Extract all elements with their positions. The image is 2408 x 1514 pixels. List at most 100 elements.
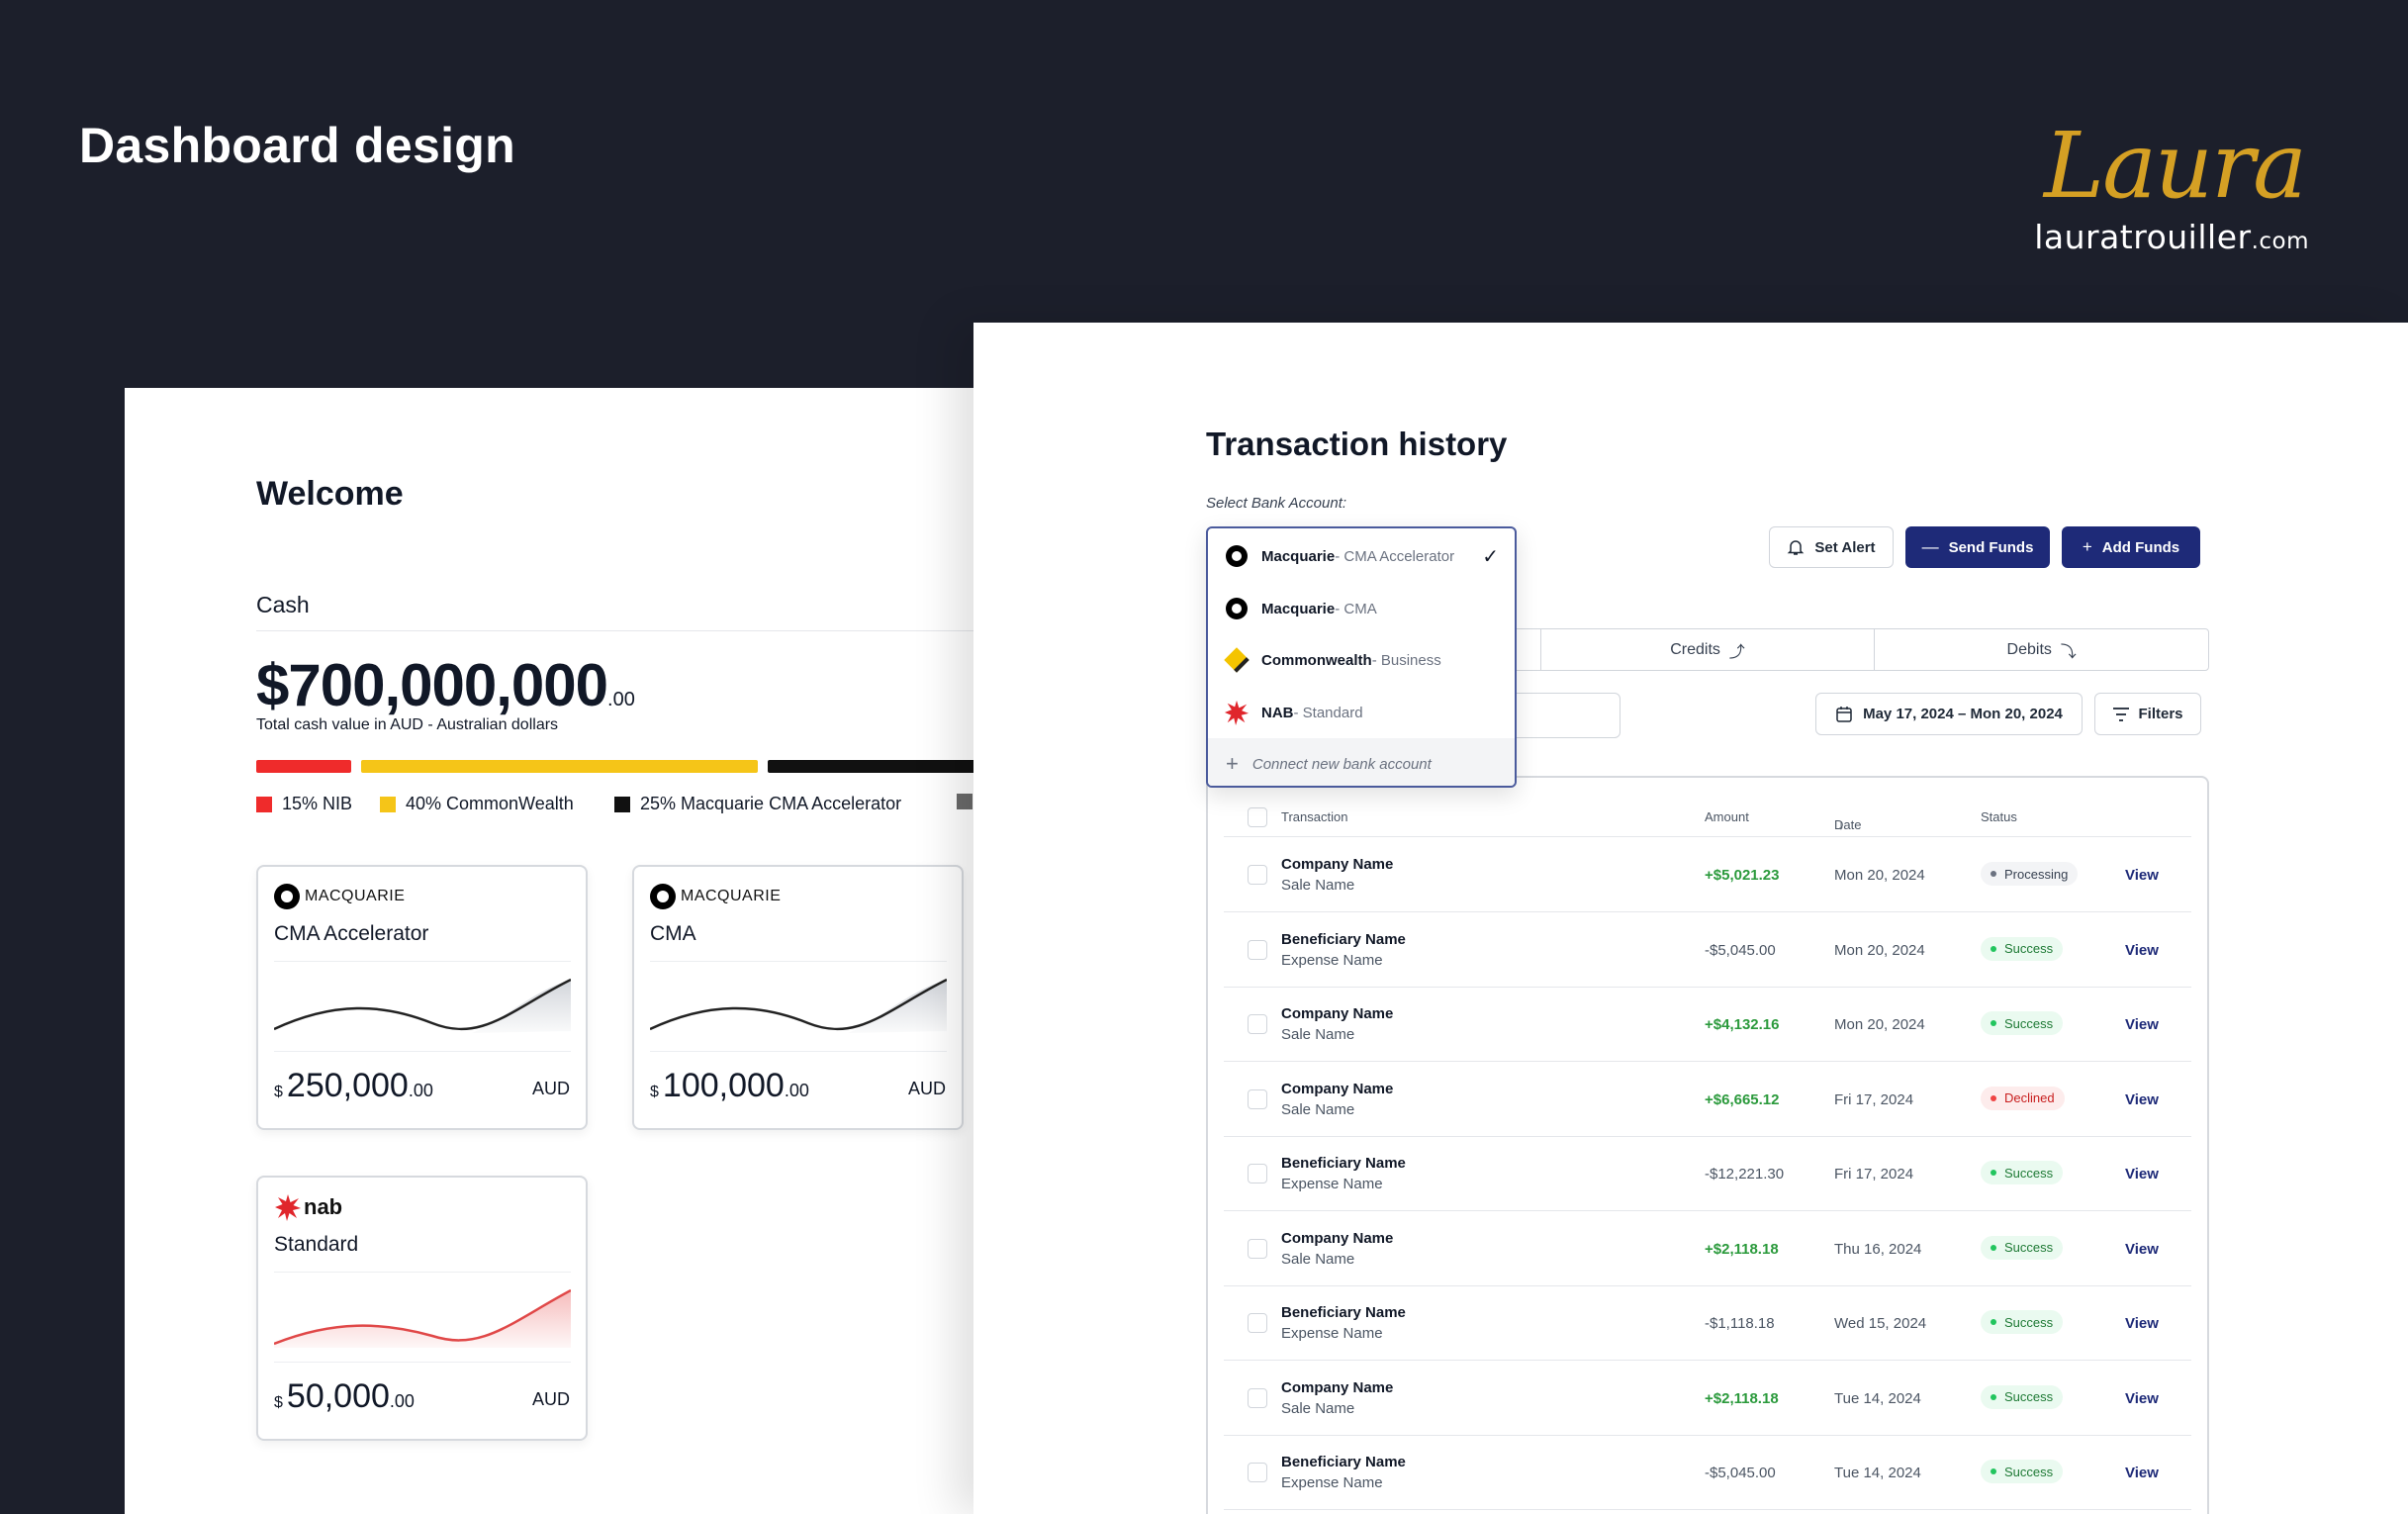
sort-down-icon: ↓ [1837,817,1845,832]
transaction-date: Mon 20, 2024 [1834,867,1925,884]
view-link[interactable]: View [2125,867,2159,884]
status-badge: Success [1981,1161,2064,1184]
table-row[interactable]: Beneficiary Name Expense Name -$1,118.18 We… [1224,1286,2191,1361]
transaction-subtitle: Expense Name [1281,1325,1383,1342]
dropdown-item-macquarie-cma-accelerator[interactable]: Macquarie - CMA Accelerator ✓ [1208,530,1515,582]
column-date[interactable]: Date ↓ [1834,817,1862,832]
view-link[interactable]: View [2125,1465,2159,1481]
account-name: CMA Accelerator [274,922,429,945]
table-row[interactable]: Company Name Sale Name +$6,665.12 Fri 17, 2… [1224,1063,2191,1137]
check-icon: ✓ [1482,545,1499,568]
transaction-subtitle: Expense Name [1281,1176,1383,1192]
balance-sparkline [273,1272,572,1363]
bell-icon [1788,540,1805,555]
macquarie-ring-icon [650,884,676,909]
transaction-date: Wed 15, 2024 [1834,1315,1927,1332]
table-row[interactable]: Beneficiary Name Expense Name -$5,045.00 Mo… [1224,913,2191,988]
table-row[interactable]: Beneficiary Name Expense Name -$5,045.00 Tu… [1224,1436,2191,1510]
transaction-name: Beneficiary Name [1281,1155,1406,1172]
status-badge: Success [1981,1460,2064,1483]
brand-signature: Laura [2043,113,2307,219]
transaction-subtitle: Sale Name [1281,877,1355,894]
brand-url[interactable]: lauratrouiller.com [2034,218,2309,256]
table-row[interactable]: Company Name Sale Name +$2,118.18 Tue 14, 2… [1224,1362,2191,1436]
account-balance: $50,000.00 [274,1377,415,1415]
set-alert-button[interactable]: Set Alert [1769,526,1894,568]
transaction-date: Fri 17, 2024 [1834,1090,1914,1108]
transaction-tabs: Credits ⤴ Debits ⤵ [1206,628,2209,671]
table-row[interactable]: Company Name Sale Name +$4,132.16 Mon 20, 2… [1224,988,2191,1062]
transaction-date: Tue 14, 2024 [1834,1465,1921,1481]
dropdown-item-nab-standard[interactable]: NAB - Standard [1208,687,1515,738]
account-balance: $100,000.00 [650,1067,809,1104]
account-card-cma[interactable]: MACQUARIE CMA $100,000.00 AUD [632,865,964,1130]
row-checkbox[interactable] [1248,1014,1267,1034]
tab-credits[interactable]: Credits ⤴ [1539,629,1875,670]
row-checkbox[interactable] [1248,1238,1267,1259]
total-cash-caption: Total cash value in AUD - Australian dol… [256,716,559,733]
transaction-date: Thu 16, 2024 [1834,1240,1922,1258]
allocation-bar-commonwealth [361,760,758,773]
transaction-name: Company Name [1281,856,1394,873]
filters-button[interactable]: Filters [2094,693,2201,735]
legend-commonwealth: 40% CommonWealth [380,794,574,814]
account-card-nab-standard[interactable]: nab Standard $50,000.00 AUD [256,1176,588,1441]
account-card-cma-accelerator[interactable]: MACQUARIE CMA Accelerator $250,000.00 AU… [256,865,588,1130]
table-row[interactable]: Company Name Sale Name +$5,021.23 Mon 20, 2… [1224,838,2191,912]
tab-debits[interactable]: Debits ⤵ [1874,629,2208,670]
status-dot [1991,1468,1996,1474]
row-checkbox[interactable] [1248,1313,1267,1333]
status-badge: Processing [1981,862,2079,886]
view-link[interactable]: View [2125,1315,2159,1332]
select-all-checkbox[interactable] [1248,807,1267,827]
dropdown-item-macquarie-cma[interactable]: Macquarie - CMA [1208,583,1515,634]
transaction-history-panel: Transaction history Select Bank Account:… [973,323,2408,1514]
plus-icon: + [1226,751,1239,776]
row-checkbox[interactable] [1248,1463,1267,1482]
view-link[interactable]: View [2125,1240,2159,1258]
view-link[interactable]: View [2125,941,2159,959]
column-amount[interactable]: Amount [1705,809,1749,824]
view-link[interactable]: View [2125,1016,2159,1033]
macquarie-icon [1226,598,1248,619]
row-checkbox[interactable] [1248,1387,1267,1408]
plus-icon: + [2082,537,2092,556]
status-dot [1991,1020,1996,1026]
transaction-history-title: Transaction history [1206,426,1508,462]
status-badge: Success [1981,1235,2064,1260]
row-checkbox[interactable] [1248,939,1267,960]
status-dot [1991,1094,1996,1101]
welcome-heading: Welcome [256,475,404,513]
column-status: Status [1981,809,2017,824]
transaction-name: Beneficiary Name [1281,930,1406,948]
transaction-subtitle: Sale Name [1281,1399,1355,1417]
bank-account-dropdown[interactable]: Macquarie - CMA Accelerator ✓ Macquarie … [1206,526,1517,788]
view-link[interactable]: View [2125,1166,2159,1183]
status-dot [1991,1244,1996,1251]
account-currency: AUD [907,1079,946,1098]
macquarie-logo: MACQUARIE [274,882,405,911]
add-funds-button[interactable]: + Add Funds [2062,526,2200,568]
table-row[interactable]: Beneficiary Name Expense Name -$12,221.30 F… [1224,1137,2191,1211]
row-checkbox[interactable] [1248,1164,1267,1183]
legend-swatch [957,794,972,809]
table-header: Transaction Amount Date ↓ Status [1224,802,2191,837]
legend-swatch [614,796,630,812]
date-range-button[interactable]: May 17, 2024 – Mon 20, 2024 [1815,693,2083,735]
connect-bank-account-option[interactable]: + Connect new bank account [1208,738,1515,786]
send-funds-button[interactable]: — Send Funds [1905,526,2050,568]
row-checkbox[interactable] [1248,1088,1267,1109]
divider [256,630,1035,631]
allocation-bar-macquarie [768,760,1035,773]
view-link[interactable]: View [2125,1389,2159,1407]
transaction-amount: +$6,665.12 [1705,1090,1780,1108]
transaction-name: Company Name [1281,1378,1394,1396]
column-transaction: Transaction [1281,809,1348,824]
table-row[interactable]: Company Name Sale Name +$2,118.18 Thu 16, 2… [1224,1212,2191,1286]
dropdown-item-commonwealth-business[interactable]: Commonwealth - Business [1208,634,1515,686]
view-link[interactable]: View [2125,1090,2159,1108]
row-checkbox[interactable] [1248,865,1267,885]
status-badge: Success [1981,1310,2064,1334]
legend-swatch [380,796,396,812]
status-badge: Success [1981,936,2064,961]
